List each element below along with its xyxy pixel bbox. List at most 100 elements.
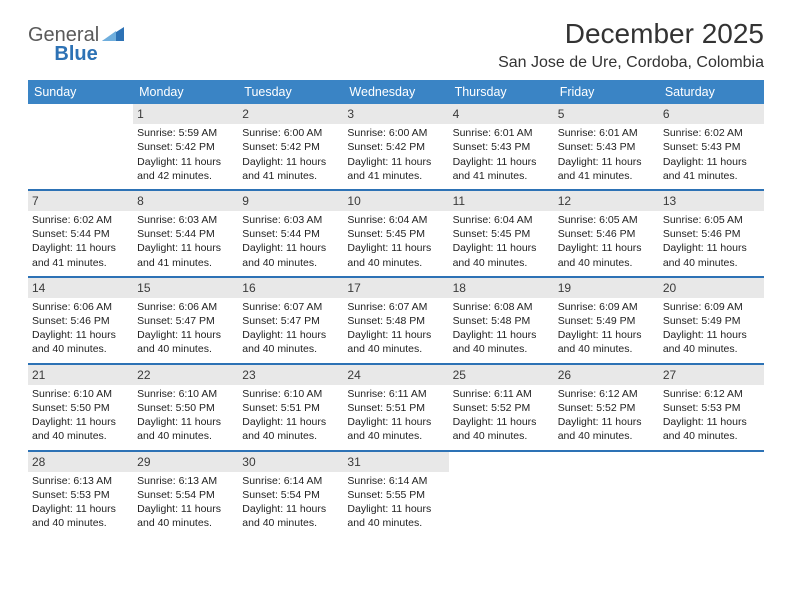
calendar-day-cell: 5Sunrise: 6:01 AMSunset: 5:43 PMDaylight…: [554, 104, 659, 190]
calendar-day-cell: 29Sunrise: 6:13 AMSunset: 5:54 PMDayligh…: [133, 451, 238, 537]
calendar-day-cell: 6Sunrise: 6:02 AMSunset: 5:43 PMDaylight…: [659, 104, 764, 190]
day-number: 2: [238, 104, 343, 124]
calendar-day-cell: 30Sunrise: 6:14 AMSunset: 5:54 PMDayligh…: [238, 451, 343, 537]
day-number: 15: [133, 278, 238, 298]
calendar-day-cell: 17Sunrise: 6:07 AMSunset: 5:48 PMDayligh…: [343, 277, 448, 364]
calendar-day-cell: 16Sunrise: 6:07 AMSunset: 5:47 PMDayligh…: [238, 277, 343, 364]
calendar-week-row: 21Sunrise: 6:10 AMSunset: 5:50 PMDayligh…: [28, 364, 764, 451]
day-details: Sunrise: 6:14 AMSunset: 5:55 PMDaylight:…: [343, 472, 448, 537]
day-details: Sunrise: 6:14 AMSunset: 5:54 PMDaylight:…: [238, 472, 343, 537]
day-details: Sunrise: 5:59 AMSunset: 5:42 PMDaylight:…: [133, 124, 238, 189]
logo-word-blue: Blue: [54, 43, 97, 66]
day-details: Sunrise: 6:13 AMSunset: 5:54 PMDaylight:…: [133, 472, 238, 537]
day-details: Sunrise: 6:00 AMSunset: 5:42 PMDaylight:…: [343, 124, 448, 189]
calendar-day-cell: 19Sunrise: 6:09 AMSunset: 5:49 PMDayligh…: [554, 277, 659, 364]
day-number: 10: [343, 191, 448, 211]
weekday-header: Wednesday: [343, 80, 448, 104]
day-number: 13: [659, 191, 764, 211]
day-details: Sunrise: 6:00 AMSunset: 5:42 PMDaylight:…: [238, 124, 343, 189]
day-details: [28, 124, 133, 189]
calendar-day-cell: 2Sunrise: 6:00 AMSunset: 5:42 PMDaylight…: [238, 104, 343, 190]
day-number: 5: [554, 104, 659, 124]
calendar-day-cell: 15Sunrise: 6:06 AMSunset: 5:47 PMDayligh…: [133, 277, 238, 364]
day-number: 21: [28, 365, 133, 385]
title-block: December 2025 San Jose de Ure, Cordoba, …: [498, 18, 764, 72]
day-details: Sunrise: 6:10 AMSunset: 5:50 PMDaylight:…: [133, 385, 238, 450]
header: General Blue December 2025 San Jose de U…: [0, 0, 792, 80]
day-details: Sunrise: 6:12 AMSunset: 5:52 PMDaylight:…: [554, 385, 659, 450]
day-number: 23: [238, 365, 343, 385]
day-details: [659, 472, 764, 537]
day-number: 12: [554, 191, 659, 211]
day-details: Sunrise: 6:06 AMSunset: 5:46 PMDaylight:…: [28, 298, 133, 363]
day-details: [449, 472, 554, 537]
day-number: 4: [449, 104, 554, 124]
day-details: Sunrise: 6:04 AMSunset: 5:45 PMDaylight:…: [449, 211, 554, 276]
day-number: 29: [133, 452, 238, 472]
day-details: Sunrise: 6:05 AMSunset: 5:46 PMDaylight:…: [659, 211, 764, 276]
calendar-day-cell: 23Sunrise: 6:10 AMSunset: 5:51 PMDayligh…: [238, 364, 343, 451]
day-number: 24: [343, 365, 448, 385]
calendar-week-row: 14Sunrise: 6:06 AMSunset: 5:46 PMDayligh…: [28, 277, 764, 364]
day-details: Sunrise: 6:10 AMSunset: 5:51 PMDaylight:…: [238, 385, 343, 450]
calendar-day-cell: 4Sunrise: 6:01 AMSunset: 5:43 PMDaylight…: [449, 104, 554, 190]
day-details: Sunrise: 6:02 AMSunset: 5:44 PMDaylight:…: [28, 211, 133, 276]
location: San Jose de Ure, Cordoba, Colombia: [498, 54, 764, 72]
calendar-body: 1Sunrise: 5:59 AMSunset: 5:42 PMDaylight…: [28, 104, 764, 536]
day-details: Sunrise: 6:07 AMSunset: 5:47 PMDaylight:…: [238, 298, 343, 363]
calendar-day-cell: 21Sunrise: 6:10 AMSunset: 5:50 PMDayligh…: [28, 364, 133, 451]
weekday-header: Friday: [554, 80, 659, 104]
day-number: [659, 452, 764, 472]
calendar-header-row: SundayMondayTuesdayWednesdayThursdayFrid…: [28, 80, 764, 104]
calendar-day-cell: 8Sunrise: 6:03 AMSunset: 5:44 PMDaylight…: [133, 190, 238, 277]
day-number: 6: [659, 104, 764, 124]
calendar-day-cell: [28, 104, 133, 190]
day-details: Sunrise: 6:05 AMSunset: 5:46 PMDaylight:…: [554, 211, 659, 276]
calendar-day-cell: 12Sunrise: 6:05 AMSunset: 5:46 PMDayligh…: [554, 190, 659, 277]
day-number: 27: [659, 365, 764, 385]
logo: General Blue: [28, 24, 124, 66]
day-number: 30: [238, 452, 343, 472]
day-details: Sunrise: 6:11 AMSunset: 5:51 PMDaylight:…: [343, 385, 448, 450]
calendar-day-cell: [659, 451, 764, 537]
day-details: Sunrise: 6:03 AMSunset: 5:44 PMDaylight:…: [133, 211, 238, 276]
day-number: 11: [449, 191, 554, 211]
calendar-week-row: 1Sunrise: 5:59 AMSunset: 5:42 PMDaylight…: [28, 104, 764, 190]
calendar-day-cell: 7Sunrise: 6:02 AMSunset: 5:44 PMDaylight…: [28, 190, 133, 277]
day-number: [554, 452, 659, 472]
calendar-week-row: 28Sunrise: 6:13 AMSunset: 5:53 PMDayligh…: [28, 451, 764, 537]
weekday-header: Sunday: [28, 80, 133, 104]
day-number: 19: [554, 278, 659, 298]
calendar-day-cell: 31Sunrise: 6:14 AMSunset: 5:55 PMDayligh…: [343, 451, 448, 537]
day-details: Sunrise: 6:03 AMSunset: 5:44 PMDaylight:…: [238, 211, 343, 276]
day-details: Sunrise: 6:06 AMSunset: 5:47 PMDaylight:…: [133, 298, 238, 363]
day-number: 25: [449, 365, 554, 385]
day-number: 1: [133, 104, 238, 124]
calendar-day-cell: [554, 451, 659, 537]
calendar-day-cell: 25Sunrise: 6:11 AMSunset: 5:52 PMDayligh…: [449, 364, 554, 451]
day-details: Sunrise: 6:07 AMSunset: 5:48 PMDaylight:…: [343, 298, 448, 363]
day-number: 18: [449, 278, 554, 298]
weekday-header: Thursday: [449, 80, 554, 104]
weekday-header: Monday: [133, 80, 238, 104]
calendar-day-cell: 24Sunrise: 6:11 AMSunset: 5:51 PMDayligh…: [343, 364, 448, 451]
month-title: December 2025: [498, 18, 764, 50]
day-details: Sunrise: 6:11 AMSunset: 5:52 PMDaylight:…: [449, 385, 554, 450]
day-details: Sunrise: 6:08 AMSunset: 5:48 PMDaylight:…: [449, 298, 554, 363]
calendar-table: SundayMondayTuesdayWednesdayThursdayFrid…: [28, 80, 764, 536]
day-number: 3: [343, 104, 448, 124]
calendar-day-cell: 10Sunrise: 6:04 AMSunset: 5:45 PMDayligh…: [343, 190, 448, 277]
calendar-day-cell: 3Sunrise: 6:00 AMSunset: 5:42 PMDaylight…: [343, 104, 448, 190]
day-details: Sunrise: 6:10 AMSunset: 5:50 PMDaylight:…: [28, 385, 133, 450]
day-number: 16: [238, 278, 343, 298]
day-number: 28: [28, 452, 133, 472]
day-number: 9: [238, 191, 343, 211]
calendar-day-cell: [449, 451, 554, 537]
day-number: 17: [343, 278, 448, 298]
logo-word-blue-row: Blue: [54, 43, 97, 66]
calendar-day-cell: 11Sunrise: 6:04 AMSunset: 5:45 PMDayligh…: [449, 190, 554, 277]
day-details: Sunrise: 6:01 AMSunset: 5:43 PMDaylight:…: [449, 124, 554, 189]
calendar-day-cell: 28Sunrise: 6:13 AMSunset: 5:53 PMDayligh…: [28, 451, 133, 537]
day-details: Sunrise: 6:12 AMSunset: 5:53 PMDaylight:…: [659, 385, 764, 450]
calendar-week-row: 7Sunrise: 6:02 AMSunset: 5:44 PMDaylight…: [28, 190, 764, 277]
